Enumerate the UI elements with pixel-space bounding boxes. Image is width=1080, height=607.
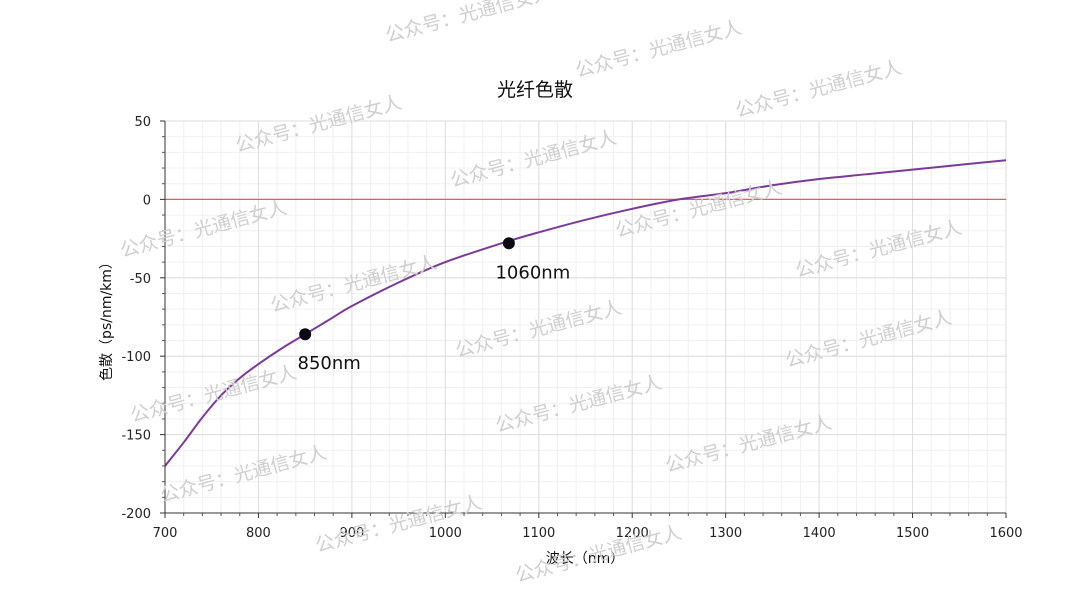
y-tick-label: -150	[121, 429, 151, 444]
watermark-text: 公众号：光通信女人	[128, 361, 299, 427]
chart-title: 光纤色散	[497, 79, 573, 101]
annotation-label: 1060nm	[495, 262, 570, 283]
x-tick-label: 1600	[989, 526, 1022, 541]
watermark-text: 公众号：光通信女人	[383, 0, 554, 47]
annotation-point	[299, 328, 312, 341]
annotation-point	[502, 237, 515, 250]
x-tick-label: 700	[153, 526, 178, 541]
y-tick-label: -200	[121, 507, 151, 522]
x-tick-label: 1000	[429, 526, 462, 541]
watermark-text: 公众号：光通信女人	[493, 371, 664, 437]
y-tick-label: -50	[130, 272, 151, 287]
x-tick-label: 800	[246, 526, 271, 541]
y-tick-label: -100	[121, 350, 151, 365]
watermark-text: 公众号：光通信女人	[613, 176, 784, 242]
plot-area: 850nm 1060nm	[164, 159, 1007, 467]
y-tick-label: 0	[143, 193, 151, 208]
x-tick-label: 1300	[709, 526, 742, 541]
annotation-label: 850nm	[298, 353, 361, 374]
watermark-text: 公众号：光通信女人	[573, 16, 744, 82]
y-axis-title: 色散（ps/nm/km）	[98, 255, 115, 381]
x-axis-title: 波长（nm）	[546, 551, 625, 567]
watermark-text: 公众号：光通信女人	[268, 251, 439, 317]
x-tick-label: 1500	[896, 526, 929, 541]
x-tick-label: 1200	[616, 526, 649, 541]
x-tick-label: 900	[339, 526, 364, 541]
watermark-text: 公众号：光通信女人	[783, 306, 954, 372]
series-line	[164, 159, 1007, 467]
x-tick-label: 1100	[522, 526, 555, 541]
x-tick-label: 1400	[803, 526, 836, 541]
axes: 700 800 900 1000 1100 1200 1300 1400 1500 1600 -20…	[121, 115, 1022, 541]
watermark-text: 公众号：光通信女人	[313, 491, 484, 557]
y-tick-label: 50	[134, 115, 151, 130]
watermark-text: 公众号：光通信女人	[733, 56, 904, 122]
